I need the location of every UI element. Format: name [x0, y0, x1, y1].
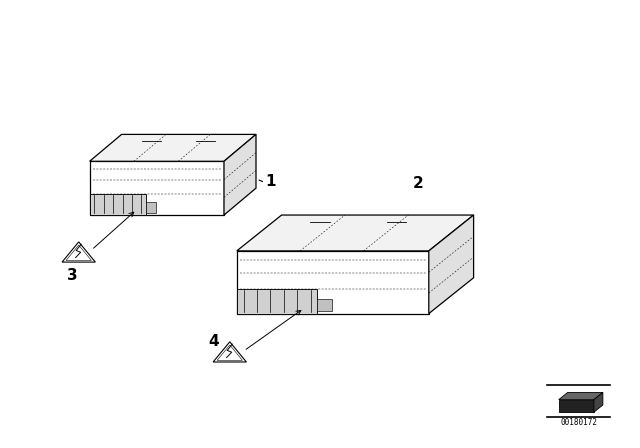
Polygon shape	[594, 392, 603, 412]
Polygon shape	[559, 400, 594, 412]
FancyBboxPatch shape	[317, 298, 332, 311]
Polygon shape	[429, 215, 474, 314]
Polygon shape	[237, 289, 317, 314]
FancyBboxPatch shape	[146, 202, 156, 213]
Text: 2: 2	[413, 176, 424, 191]
Polygon shape	[237, 251, 429, 314]
Polygon shape	[237, 215, 474, 251]
Polygon shape	[90, 194, 146, 215]
Polygon shape	[90, 161, 224, 215]
Polygon shape	[224, 134, 256, 215]
Text: 00180172: 00180172	[560, 418, 597, 427]
Text: 4: 4	[208, 334, 219, 349]
Text: 3: 3	[67, 268, 78, 283]
Polygon shape	[559, 392, 603, 400]
Polygon shape	[90, 134, 256, 161]
Text: 1: 1	[266, 174, 276, 189]
